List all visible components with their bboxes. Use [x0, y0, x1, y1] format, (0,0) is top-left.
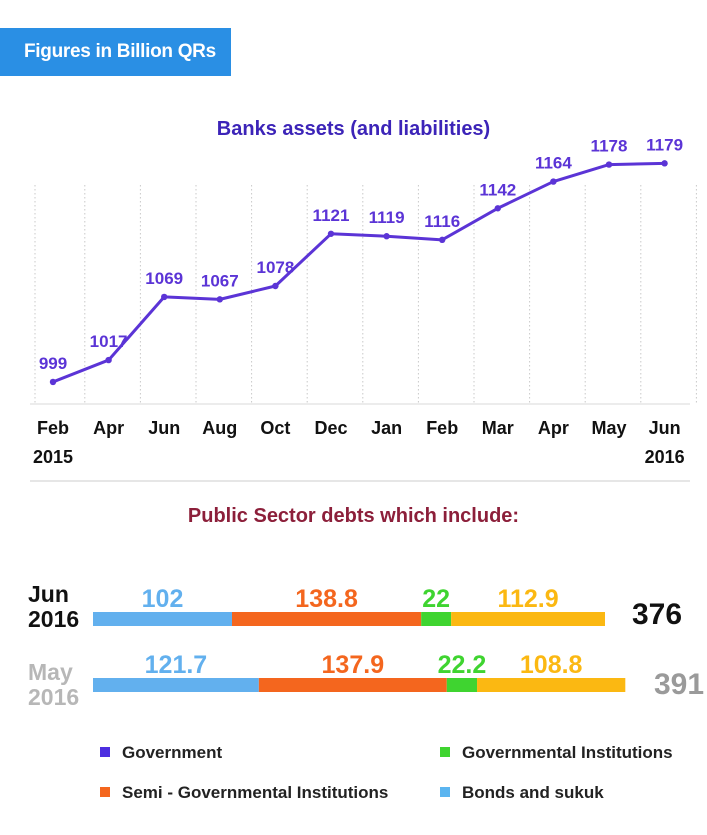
debt-chart-title: Public Sector debts which include:: [187, 505, 520, 527]
data-point: [161, 293, 168, 301]
data-label: 1078: [256, 258, 294, 277]
x-year-label: 2016: [645, 447, 685, 467]
segment-value-label: 121.7: [145, 651, 208, 679]
data-label: 1121: [313, 206, 350, 225]
data-point: [105, 356, 112, 364]
data-point: [605, 161, 613, 168]
bar-segment: [258, 678, 447, 692]
series-line: [52, 161, 665, 384]
x-tick-label: Mar: [482, 418, 514, 438]
bar-segment: [451, 612, 606, 626]
data-label: 1069: [145, 269, 183, 288]
bar-segment: [232, 612, 422, 626]
data-point: [327, 230, 335, 237]
legend-label: Semi - Governmental Institutions: [122, 783, 389, 802]
bar-segment: [421, 612, 452, 626]
bar-segment: [93, 612, 233, 626]
x-tick-label: Aug: [202, 418, 237, 438]
row-label-month: Jun: [28, 581, 69, 607]
figures-unit-badge: Figures in Billion QRs: [0, 28, 231, 76]
row-label-year: 2016: [28, 684, 80, 710]
data-point: [216, 296, 223, 303]
x-tick-label: May: [591, 418, 626, 438]
legend-swatch: [100, 746, 110, 757]
x-tick-label: Apr: [93, 418, 124, 438]
segment-value-label: 137.9: [322, 651, 385, 679]
legend-label: Bonds and sukuk: [462, 783, 604, 802]
x-tick-label: Feb: [426, 418, 458, 438]
data-point: [550, 178, 557, 185]
x-tick-label: Jun: [148, 418, 180, 438]
data-label: 1178: [591, 137, 628, 156]
data-label: 1179: [646, 135, 683, 154]
legend-swatch: [100, 786, 110, 797]
segment-value-label: 22.2: [438, 651, 487, 679]
bar-segment: [93, 678, 259, 692]
legend-swatch: [440, 786, 450, 797]
bar-segment: [477, 678, 626, 692]
segment-value-label: 112.9: [497, 585, 558, 613]
segment-value-label: 22: [422, 585, 450, 613]
row-total-jun-2016: 376: [632, 598, 683, 631]
row-label-may-2016: May 2016: [28, 660, 108, 710]
section-divider: [30, 480, 690, 482]
x-tick-label: Jan: [371, 418, 402, 438]
segment-value-label: 138.8: [295, 585, 358, 613]
data-label: 1067: [201, 271, 239, 290]
legend-label: Government: [122, 743, 223, 762]
bar-segment: [446, 678, 478, 692]
segment-value-label: 102: [142, 585, 184, 613]
banks-assets-line-chart: 999 1017 1069 1067 1078 1121 1119 1116 1142 1164 1…: [30, 135, 697, 467]
legend-item-bonds-sukuk: Bonds and sukuk: [440, 783, 604, 803]
data-point: [383, 233, 390, 240]
data-point: [494, 205, 501, 212]
line-chart-title: Banks assets (and liabilities): [216, 118, 491, 140]
data-label: 1017: [90, 332, 128, 351]
data-point: [439, 236, 446, 244]
legend-label: Governmental Institutions: [462, 743, 673, 762]
data-point: [49, 378, 57, 386]
legend-item-governmental-institutions: Governmental Institutions: [440, 743, 673, 763]
x-tick-label: Feb: [37, 418, 69, 438]
x-tick-label: Dec: [314, 418, 347, 438]
segment-value-label: 108.8: [520, 651, 583, 679]
data-label: 1142: [479, 180, 516, 199]
row-label-jun-2016: Jun 2016: [28, 582, 108, 632]
row-label-month: May: [28, 659, 73, 685]
data-label: 999: [39, 354, 67, 373]
row-total-may-2016: 391: [654, 668, 705, 701]
x-tick-label: Apr: [538, 418, 569, 438]
legend-item-government: Government: [100, 743, 222, 763]
data-label: 1119: [369, 208, 405, 227]
x-tick-label: Jun: [649, 418, 681, 438]
data-label: 1116: [424, 212, 460, 231]
data-label: 1164: [535, 154, 572, 173]
data-point: [661, 160, 668, 167]
x-year-label: 2015: [33, 447, 73, 467]
legend-swatch: [440, 746, 450, 757]
data-point: [272, 282, 279, 290]
legend-item-semi-governmental: Semi - Governmental Institutions: [100, 783, 388, 803]
x-tick-label: Oct: [260, 418, 290, 438]
row-label-year: 2016: [28, 606, 80, 632]
